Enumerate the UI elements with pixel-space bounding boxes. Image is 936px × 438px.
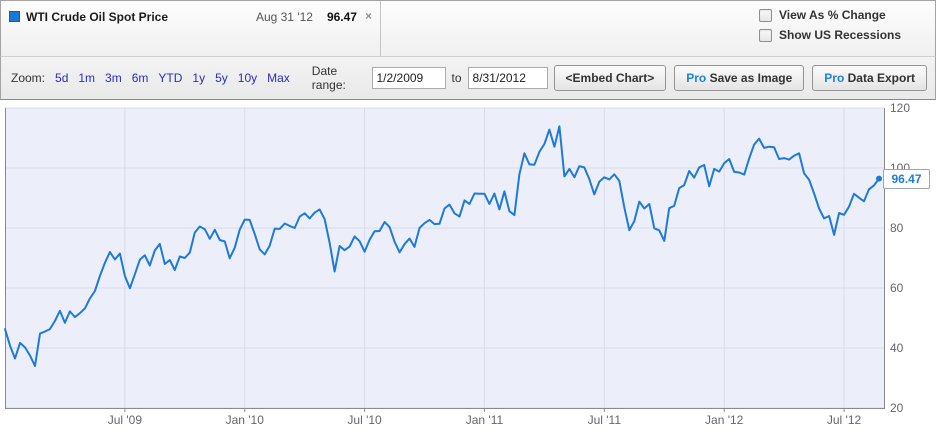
x-tick-label: Jan '10 xyxy=(226,413,265,427)
checkbox-label: View As % Change xyxy=(779,8,886,22)
zoom-option-3m[interactable]: 3m xyxy=(105,71,122,85)
series-last-date: Aug 31 '12 xyxy=(255,10,313,24)
zoom-option-5y[interactable]: 5y xyxy=(215,71,228,85)
plot-border xyxy=(5,108,885,409)
zoom-links: 5d 1m 3m 6m YTD 1y 5y 10y Max xyxy=(55,71,290,85)
x-tick-label: Jan '12 xyxy=(705,413,744,427)
price-line xyxy=(4,125,880,367)
pro-badge: Pro xyxy=(824,71,848,85)
y-tick-label: 40 xyxy=(890,341,904,355)
save-as-image-button[interactable]: Pro Save as Image xyxy=(674,65,805,91)
x-tick-label: Jul '10 xyxy=(347,413,382,427)
x-tick-label: Jul '09 xyxy=(108,413,143,427)
x-tick-label: Jan '11 xyxy=(466,413,504,427)
zoom-option-10y[interactable]: 10y xyxy=(237,71,258,85)
checkbox-view-as-change[interactable] xyxy=(759,8,772,22)
chart-header: WTI Crude Oil Spot Price Aug 31 '12 96.4… xyxy=(0,0,936,56)
toolbar-buttons: <Embed Chart> Pro Save as Image Pro Data E… xyxy=(553,65,927,91)
series-color-swatch-icon xyxy=(9,11,20,22)
last-point-marker xyxy=(876,175,883,182)
x-tick-label: Jul '11 xyxy=(588,413,622,427)
date-range-label: Date range: xyxy=(311,64,346,92)
chart-toolbar: Zoom: 5d 1m 3m 6m YTD 1y 5y 10y Max Date range: … xyxy=(0,56,936,100)
option-row-view-as-change: View As % Change xyxy=(759,8,927,22)
y-tick-label: 120 xyxy=(890,101,910,115)
zoom-option-6m[interactable]: 6m xyxy=(131,71,149,85)
zoom-option-1m[interactable]: 1m xyxy=(78,71,96,85)
close-icon[interactable]: × xyxy=(364,9,372,23)
pro-badge: Pro xyxy=(686,71,710,85)
checkbox-show-us-recessions[interactable] xyxy=(759,28,772,42)
zoom-label: Zoom: xyxy=(11,71,46,85)
zoom-option-ytd[interactable]: YTD xyxy=(158,71,183,85)
series-legend-row: WTI Crude Oil Spot Price Aug 31 '12 96.4… xyxy=(1,1,381,56)
date-from-input[interactable] xyxy=(371,67,446,89)
zoom-option-5d[interactable]: 5d xyxy=(55,71,69,85)
embed-chart-button[interactable]: <Embed Chart> xyxy=(553,65,667,91)
checkbox-label: Show US Recessions xyxy=(779,28,902,42)
zoom-option-1y[interactable]: 1y xyxy=(192,71,206,85)
to-label: to xyxy=(451,71,462,85)
series-name: WTI Crude Oil Spot Price xyxy=(26,10,169,24)
x-tick-label: Jul '12 xyxy=(827,413,862,427)
data-export-button[interactable]: Pro Data Export xyxy=(812,65,927,91)
last-value-flag: 96.47 xyxy=(883,168,930,189)
option-row-show-us-recessions: Show US Recessions xyxy=(759,28,927,42)
y-tick-label: 60 xyxy=(890,281,904,295)
y-tick-label: 20 xyxy=(890,401,904,415)
zoom-option-max[interactable]: Max xyxy=(267,71,290,85)
series-last-value: 96.47 xyxy=(326,10,357,24)
y-tick-label: 80 xyxy=(890,221,904,235)
date-to-input[interactable] xyxy=(467,67,548,89)
chart-options: View As % Change Show US Recessions xyxy=(759,8,927,42)
